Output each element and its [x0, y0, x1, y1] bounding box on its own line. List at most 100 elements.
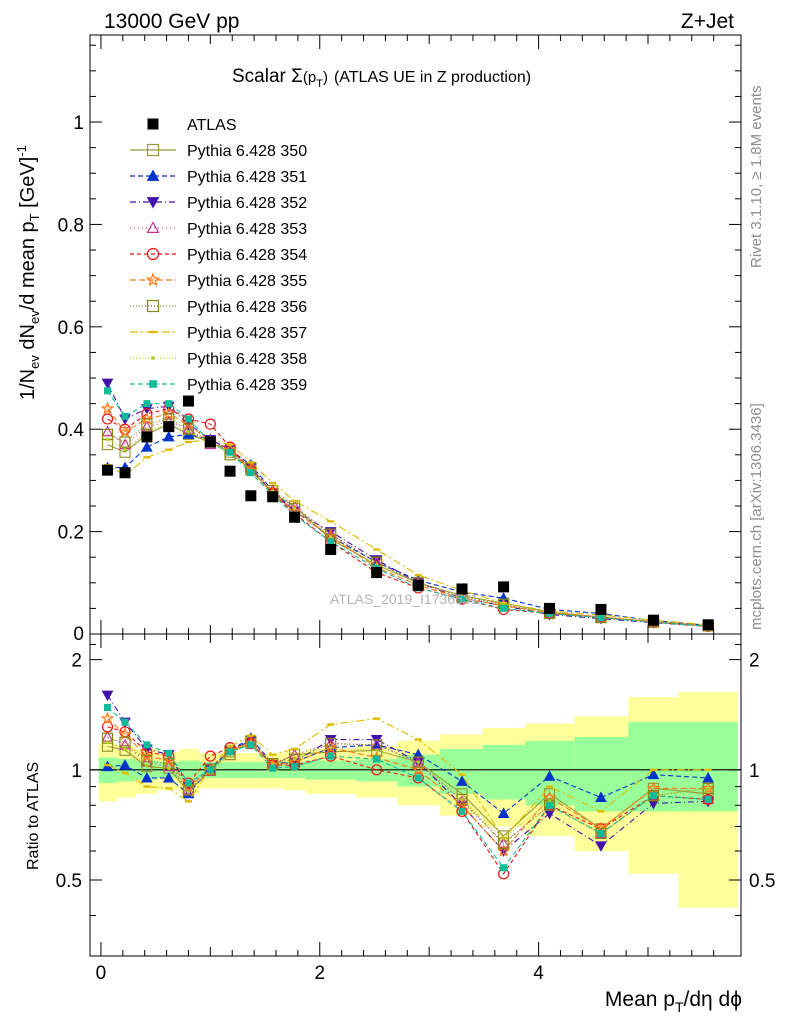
ratio-point-358	[145, 763, 149, 767]
mc-point-359	[165, 400, 173, 408]
ratio-point-351	[497, 807, 510, 818]
mc-point-358	[328, 534, 333, 539]
mc-point-357	[373, 548, 381, 551]
ratio-point-358	[123, 747, 127, 751]
mc-point-357	[247, 461, 255, 464]
ylabel-a: 1/N	[17, 369, 39, 400]
header-left-label: 13000 GeV pp	[104, 10, 239, 33]
ratio-point-359	[458, 807, 466, 815]
ratio-point-357	[649, 768, 657, 772]
ratio-point-356	[702, 782, 714, 794]
plot-title-sigma: Σ	[291, 66, 303, 87]
ratio-point-357	[458, 773, 466, 776]
upper-y-axis-label: 1/Nev dNev/d mean pT [GeV]-1	[14, 145, 42, 400]
ratio-point-351	[543, 770, 556, 781]
legend-label-350: Pythia 6.428 350	[187, 143, 307, 160]
ratio-point-357	[247, 734, 255, 737]
mcplots-side-label: mcplots.cern.ch [arXiv:1306.3436]	[748, 403, 765, 630]
mc-point-359	[226, 448, 234, 456]
ratio-uncertainty-bands	[90, 692, 741, 908]
mc-point-359	[121, 412, 129, 420]
mc-point-356	[182, 423, 195, 435]
ratio-point-358	[167, 766, 171, 770]
upper-y-tick-label: 0.6	[58, 318, 84, 339]
atlas-data-point	[141, 431, 153, 443]
ratio-point-358	[706, 786, 710, 791]
ratio-point-355	[455, 798, 469, 812]
legend-label-358: Pythia 6.428 358	[187, 351, 307, 368]
xlabel-b: /dη dϕ	[684, 988, 742, 1011]
x-tick-label: 4	[533, 963, 544, 984]
mc-point-357	[184, 440, 192, 444]
mc-point-354	[101, 413, 114, 425]
xlabel-a: Mean p	[605, 988, 675, 1011]
mc-point-357	[414, 573, 422, 577]
ratio-point-357	[226, 745, 234, 748]
mc-point-355	[118, 424, 132, 438]
ratio-point-354	[204, 750, 216, 762]
plot-title-sub: T	[316, 78, 323, 90]
legend-label-352: Pythia 6.428 352	[187, 195, 307, 212]
ratio-point-350	[141, 761, 153, 773]
ylabel-b: dN	[17, 324, 39, 355]
legend: ATLAS Pythia 6.428 350 Pythia 6.428 351 Pyt…	[130, 117, 307, 394]
ratio-point-357	[104, 763, 112, 767]
ylabel-b-sub: ev	[27, 310, 42, 324]
plot-title-paren-close: )	[323, 69, 328, 86]
atlas-data-point	[412, 579, 424, 591]
ratio-point-359	[414, 774, 422, 782]
mc-point-355	[139, 411, 154, 425]
atlas-data-point	[224, 465, 236, 477]
ratio-point-350	[497, 830, 510, 842]
mc-point-359	[458, 595, 466, 603]
lower-y-tick-label: 2	[71, 651, 82, 672]
plot-title: Scalar Σ(pT) (ATLAS UE in Z production)	[232, 66, 531, 90]
ratio-point-358	[416, 760, 420, 764]
legend-marker-354	[146, 247, 160, 261]
ratio-point-356	[456, 793, 468, 806]
ratio-point-355	[139, 748, 154, 763]
legend-marker-351	[146, 169, 160, 181]
atlas-data-point	[498, 581, 510, 593]
ratio-point-355	[100, 711, 115, 725]
mc-point-357	[143, 456, 151, 459]
ylabel-c-sub: T	[27, 213, 42, 221]
rivet-side-label: Rivet 3.1.10, ≥ 1.8M events	[748, 86, 765, 269]
lower-y-tick-label-right: 2	[749, 651, 760, 672]
legend-marker-359	[149, 380, 157, 388]
ratio-point-354	[371, 764, 383, 776]
ratio-point-359	[269, 764, 277, 772]
x-axis-label: Mean pT/dη dϕ	[605, 988, 742, 1015]
ratio-point-359	[291, 763, 299, 771]
atlas-data-point	[371, 567, 383, 579]
mc-point-357	[269, 481, 277, 485]
mc-point-357	[226, 443, 234, 446]
ylabel-d: [GeV]	[17, 157, 39, 214]
ratio-point-351	[119, 759, 131, 770]
ratio-point-357	[327, 723, 335, 726]
lower-y-tick-label-right: 1	[749, 761, 760, 782]
ratio-point-359	[206, 766, 214, 774]
ratio-point-356	[647, 790, 660, 802]
mc-point-357	[291, 499, 299, 503]
legend-atlas-marker	[147, 118, 159, 130]
watermark-label: ATLAS_2019_I1736531	[330, 591, 479, 607]
ratio-point-359	[373, 755, 381, 763]
ratio-point-359	[597, 829, 605, 837]
mc-point-355	[100, 401, 115, 415]
ratio-point-354	[412, 772, 424, 784]
ratio-point-356	[412, 756, 424, 768]
ratio-point-357	[546, 785, 554, 788]
mc-point-359	[597, 614, 605, 622]
mc-point-358	[186, 430, 191, 434]
legend-marker-355	[145, 272, 161, 287]
ratio-point-355	[411, 762, 426, 776]
legend-label-357: Pythia 6.428 357	[187, 325, 307, 342]
mc-point-354	[204, 418, 216, 430]
legend-label-356: Pythia 6.428 356	[187, 299, 307, 316]
mc-point-351	[162, 430, 175, 442]
ratio-point-357	[121, 771, 129, 775]
ratio-point-355	[701, 781, 716, 795]
mc-point-358	[123, 447, 127, 452]
